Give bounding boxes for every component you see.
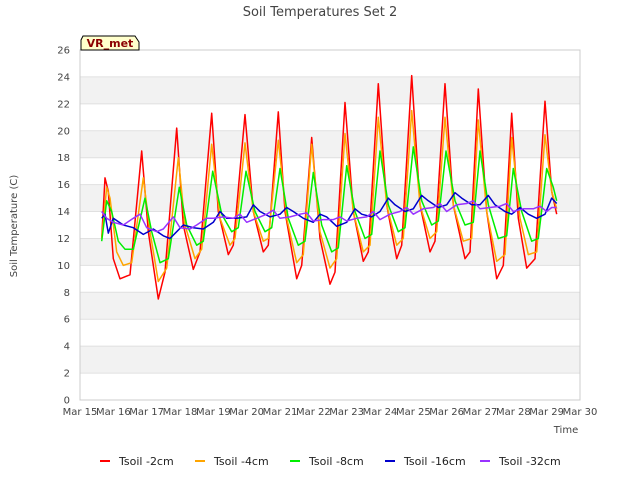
x-tick-label: Mar 21 xyxy=(263,407,298,418)
y-tick-label: 26 xyxy=(57,46,70,57)
legend-label: Tsoil -16cm xyxy=(403,455,466,468)
x-axis-label: Time xyxy=(553,425,578,436)
chart-title: Soil Temperatures Set 2 xyxy=(243,5,398,20)
series-layer xyxy=(100,74,558,300)
y-tick-label: 16 xyxy=(57,180,70,191)
legend-label: Tsoil -2cm xyxy=(118,455,174,468)
x-tick-label: Mar 27 xyxy=(463,407,498,418)
x-tick-label: Mar 25 xyxy=(396,407,431,418)
y-axis-label: Soil Temperature (C) xyxy=(9,175,20,278)
x-tick-label: Mar 24 xyxy=(363,407,398,418)
x-tick-label: Mar 18 xyxy=(163,407,198,418)
y-tick-label: 4 xyxy=(64,342,70,353)
grid-bands xyxy=(80,76,580,374)
y-tick-label: 8 xyxy=(64,288,70,299)
x-tick-label: Mar 15 xyxy=(63,407,98,418)
x-tick-label: Mar 17 xyxy=(129,407,164,418)
y-tick-label: 10 xyxy=(57,261,70,272)
y-tick-label: 18 xyxy=(57,153,70,164)
x-tick-label: Mar 26 xyxy=(429,407,464,418)
grid-band xyxy=(80,292,580,320)
y-tick-label: 2 xyxy=(64,369,70,380)
x-tick-label: Mar 30 xyxy=(563,407,598,418)
station-badge: VR_met xyxy=(80,35,140,51)
x-tick-label: Mar 29 xyxy=(529,407,564,418)
x-tick-label: Mar 28 xyxy=(496,407,531,418)
series-line-tsoil16cm xyxy=(101,191,558,240)
x-tick-label: Mar 16 xyxy=(96,407,131,418)
series-line-tsoil8cm xyxy=(100,146,558,264)
y-tick-label: 12 xyxy=(57,234,70,245)
station-badge-box xyxy=(80,35,140,51)
y-tick-label: 6 xyxy=(64,315,70,326)
series-line-tsoil2cm xyxy=(100,74,558,300)
grid-band xyxy=(80,76,580,104)
y-tick-label: 22 xyxy=(57,99,70,110)
y-tick-label: 24 xyxy=(57,72,70,83)
legend-label: Tsoil -32cm xyxy=(498,455,561,468)
x-tick-label: Mar 20 xyxy=(229,407,264,418)
y-tick-label: 0 xyxy=(64,396,70,407)
grid-band xyxy=(80,346,580,374)
plot-area-frame xyxy=(79,49,581,401)
y-tick-label: 20 xyxy=(57,126,70,137)
legend-label: Tsoil -4cm xyxy=(213,455,269,468)
legend-label: Tsoil -8cm xyxy=(308,455,364,468)
y-tick-label: 14 xyxy=(57,207,70,218)
x-tick-label: Mar 22 xyxy=(296,407,331,418)
station-badge-label: VR_met xyxy=(87,37,134,50)
x-tick-label: Mar 19 xyxy=(196,407,231,418)
series-line-tsoil32cm xyxy=(101,200,557,233)
grid-band xyxy=(80,130,580,158)
legend: Tsoil -2cm Tsoil -4cm Tsoil -8cm Tsoil -16c… xyxy=(100,455,561,468)
grid-band xyxy=(80,184,580,212)
x-tick-label: Mar 23 xyxy=(329,407,364,418)
